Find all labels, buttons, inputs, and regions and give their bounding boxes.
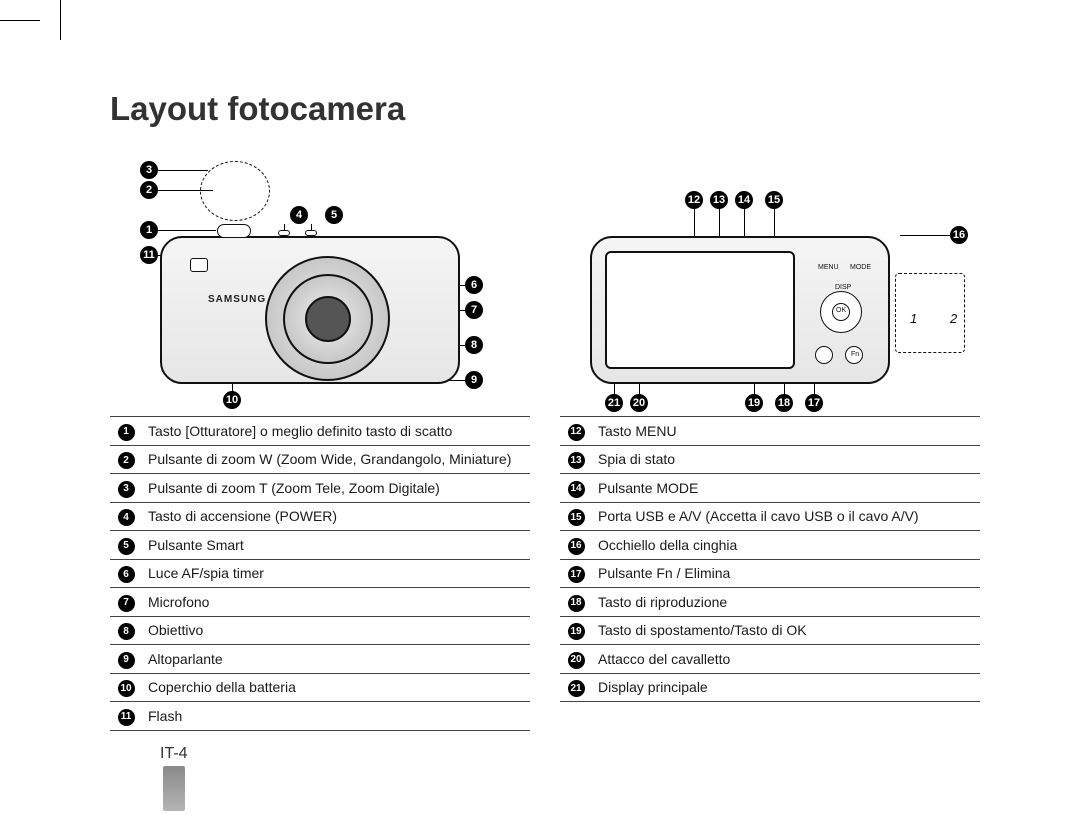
table-row: 9 Altoparlante [110, 645, 530, 674]
callout-20: 20 [630, 394, 648, 412]
table-row: 19 Tasto di spostamento/Tasto di OK [560, 616, 980, 645]
row-description: Tasto di riproduzione [592, 588, 980, 617]
row-description: Spia di stato [592, 445, 980, 474]
table-row: 18 Tasto di riproduzione [560, 588, 980, 617]
rear-view-figure: OK DISP MENU MODE Fn 1 2 12 13 14 15 [560, 146, 980, 406]
table-row: 20 Attacco del cavalletto [560, 645, 980, 674]
table-row: 2 Pulsante di zoom W (Zoom Wide, Grandang… [110, 445, 530, 474]
row-description: Tasto di accensione (POWER) [142, 502, 530, 531]
row-number-ball: 13 [568, 452, 585, 469]
callout-14: 14 [735, 191, 753, 209]
page-number: IT-4 [160, 745, 188, 763]
callout-4: 4 [290, 206, 308, 224]
row-description: Obiettivo [142, 616, 530, 645]
row-number-ball: 3 [118, 481, 135, 498]
table-row: 5 Pulsante Smart [110, 531, 530, 560]
row-description: Display principale [592, 673, 980, 702]
table-row: 3 Pulsante di zoom T (Zoom Tele, Zoom Dig… [110, 474, 530, 503]
table-row: 12 Tasto MENU [560, 417, 980, 446]
row-number-ball: 2 [118, 452, 135, 469]
callout-7: 7 [465, 301, 483, 319]
row-number-ball: 18 [568, 595, 585, 612]
callout-2: 2 [140, 181, 158, 199]
table-row: 10 Coperchio della batteria [110, 673, 530, 702]
callout-15: 15 [765, 191, 783, 209]
callout-9: 9 [465, 371, 483, 389]
row-description: Occhiello della cinghia [592, 531, 980, 560]
row-description: Tasto MENU [592, 417, 980, 446]
page-title: Layout fotocamera [110, 90, 980, 128]
row-description: Flash [142, 702, 530, 731]
callout-8: 8 [465, 336, 483, 354]
row-number-ball: 4 [118, 509, 135, 526]
table-row: 11 Flash [110, 702, 530, 731]
callout-10: 10 [223, 391, 241, 409]
table-row: 14 Pulsante MODE [560, 474, 980, 503]
table-row: 13 Spia di stato [560, 445, 980, 474]
row-description: Microfono [142, 588, 530, 617]
row-description: Attacco del cavalletto [592, 645, 980, 674]
table-row: 6 Luce AF/spia timer [110, 559, 530, 588]
row-number-ball: 14 [568, 481, 585, 498]
row-number-ball: 6 [118, 566, 135, 583]
row-number-ball: 7 [118, 595, 135, 612]
callout-18: 18 [775, 394, 793, 412]
row-number-ball: 21 [568, 680, 585, 697]
table-row: 1 Tasto [Otturatore] o meglio definito ta… [110, 417, 530, 446]
rear-parts-table: 12 Tasto MENU 13 Spia di stato 14 Pulsante MO… [560, 416, 980, 702]
callout-3: 3 [140, 161, 158, 179]
row-description: Tasto [Otturatore] o meglio definito tas… [142, 417, 530, 446]
row-description: Coperchio della batteria [142, 673, 530, 702]
row-description: Pulsante Smart [142, 531, 530, 560]
row-description: Tasto di spostamento/Tasto di OK [592, 616, 980, 645]
row-number-ball: 10 [118, 680, 135, 697]
callout-19: 19 [745, 394, 763, 412]
callout-17: 17 [805, 394, 823, 412]
row-number-ball: 16 [568, 538, 585, 555]
brand-logo: SAMSUNG [208, 294, 266, 305]
row-description: Pulsante di zoom T (Zoom Tele, Zoom Digi… [142, 474, 530, 503]
table-row: 7 Microfono [110, 588, 530, 617]
callout-12: 12 [685, 191, 703, 209]
front-parts-table: 1 Tasto [Otturatore] o meglio definito ta… [110, 416, 530, 731]
row-number-ball: 19 [568, 623, 585, 640]
row-number-ball: 15 [568, 509, 585, 526]
row-number-ball: 5 [118, 538, 135, 555]
row-description: Pulsante Fn / Elimina [592, 559, 980, 588]
callout-1: 1 [140, 221, 158, 239]
row-number-ball: 9 [118, 652, 135, 669]
rear-view-column: OK DISP MENU MODE Fn 1 2 12 13 14 15 [560, 146, 980, 731]
table-row: 17 Pulsante Fn / Elimina [560, 559, 980, 588]
row-number-ball: 11 [118, 709, 135, 726]
row-number-ball: 12 [568, 424, 585, 441]
row-number-ball: 20 [568, 652, 585, 669]
row-number-ball: 1 [118, 424, 135, 441]
row-description: Luce AF/spia timer [142, 559, 530, 588]
row-description: Porta USB e A/V (Accetta il cavo USB o i… [592, 502, 980, 531]
callout-5: 5 [325, 206, 343, 224]
row-description: Pulsante di zoom W (Zoom Wide, Grandango… [142, 445, 530, 474]
row-number-ball: 8 [118, 623, 135, 640]
callout-21: 21 [605, 394, 623, 412]
page-tab [163, 766, 185, 811]
table-row: 4 Tasto di accensione (POWER) [110, 502, 530, 531]
front-view-column: SAMSUNG 3 2 1 11 4 5 6 [110, 146, 530, 731]
callout-11: 11 [140, 246, 158, 264]
front-view-figure: SAMSUNG 3 2 1 11 4 5 6 [110, 146, 530, 406]
page-footer: IT-4 [160, 745, 188, 811]
callout-13: 13 [710, 191, 728, 209]
callout-6: 6 [465, 276, 483, 294]
table-row: 16 Occhiello della cinghia [560, 531, 980, 560]
table-row: 21 Display principale [560, 673, 980, 702]
row-description: Altoparlante [142, 645, 530, 674]
row-number-ball: 17 [568, 566, 585, 583]
table-row: 15 Porta USB e A/V (Accetta il cavo USB o… [560, 502, 980, 531]
row-description: Pulsante MODE [592, 474, 980, 503]
table-row: 8 Obiettivo [110, 616, 530, 645]
callout-16: 16 [950, 226, 968, 244]
